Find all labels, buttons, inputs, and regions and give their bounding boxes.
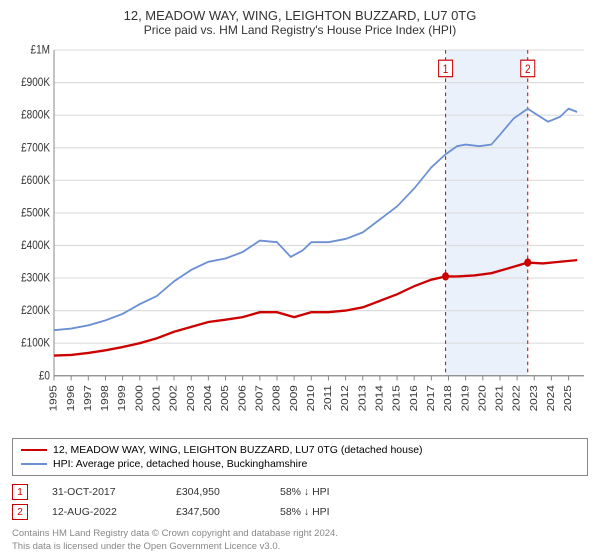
x-tick-label: 2017	[426, 385, 437, 411]
chart-plot-area: £0 £100K £200K £300K £400K £500K £600K £700K £80…	[12, 43, 588, 432]
x-tick-label: 2003	[186, 385, 197, 411]
x-tick-label: 1997	[83, 385, 94, 411]
marker-row: 2 12-AUG-2022 £347,500 58% ↓ HPI	[12, 502, 588, 522]
y-tick-label: £800K	[21, 109, 51, 122]
marker-row-badge: 2	[12, 504, 28, 520]
marker-badge-text: 2	[525, 63, 531, 76]
x-tick-label: 2020	[477, 385, 488, 411]
x-tick-label: 2016	[409, 385, 420, 411]
x-tick-label: 2001	[151, 385, 162, 411]
x-tick-label: 2000	[134, 385, 145, 411]
legend-row: 12, MEADOW WAY, WING, LEIGHTON BUZZARD, …	[21, 443, 579, 457]
marker-row: 1 31-OCT-2017 £304,950 58% ↓ HPI	[12, 482, 588, 502]
marker-table: 1 31-OCT-2017 £304,950 58% ↓ HPI 2 12-AUG-202…	[12, 482, 588, 522]
marker-badge-text: 1	[443, 63, 449, 76]
y-tick-label: £300K	[21, 272, 51, 285]
x-tick-label: 2006	[237, 385, 248, 411]
x-tick-label: 2008	[271, 385, 282, 411]
marker-row-price: £347,500	[176, 506, 256, 518]
x-tick-label: 2010	[306, 385, 317, 411]
x-tick-label: 1995	[48, 385, 59, 411]
y-tick-label: £600K	[21, 174, 51, 187]
x-tick-label: 2007	[254, 385, 265, 411]
y-tick-label: £200K	[21, 304, 51, 317]
x-tick-label: 2004	[203, 385, 214, 411]
x-tick-label: 2018	[443, 385, 454, 411]
x-tick-label: 2022	[512, 385, 523, 411]
x-tick-label: 2013	[357, 385, 368, 411]
legend-row: HPI: Average price, detached house, Buck…	[21, 457, 579, 471]
x-tick-label: 2019	[460, 385, 471, 411]
x-tick-label: 2014	[374, 385, 385, 411]
legend-label: 12, MEADOW WAY, WING, LEIGHTON BUZZARD, …	[53, 444, 423, 456]
marker-row-date: 12-AUG-2022	[52, 506, 152, 518]
x-tick-label: 2009	[289, 385, 300, 411]
x-tick-label: 2024	[546, 385, 557, 411]
x-tick-label: 2021	[494, 385, 505, 411]
footer-line1: Contains HM Land Registry data © Crown c…	[12, 528, 588, 541]
y-tick-label: £900K	[21, 76, 51, 89]
marker-row-delta: 58% ↓ HPI	[280, 506, 330, 518]
chart-svg: £0 £100K £200K £300K £400K £500K £600K £700K £80…	[12, 43, 588, 432]
x-tick-label: 2023	[529, 385, 540, 411]
y-tick-label: £400K	[21, 239, 51, 252]
x-tick-label: 1996	[66, 385, 77, 411]
chart-title: 12, MEADOW WAY, WING, LEIGHTON BUZZARD, …	[12, 8, 588, 23]
footer-line2: This data is licensed under the Open Gov…	[12, 541, 588, 554]
x-tick-label: 2025	[563, 385, 574, 411]
y-tick-label: £500K	[21, 207, 51, 220]
x-tick-label: 2012	[340, 385, 351, 411]
chart-subtitle: Price paid vs. HM Land Registry's House …	[12, 23, 588, 37]
x-tick-label: 2002	[168, 385, 179, 411]
y-tick-label: £1M	[31, 44, 50, 57]
x-tick-label: 2015	[391, 385, 402, 411]
x-tick-label: 1998	[100, 385, 111, 411]
footer: Contains HM Land Registry data © Crown c…	[12, 528, 588, 554]
legend-swatch	[21, 463, 47, 465]
legend: 12, MEADOW WAY, WING, LEIGHTON BUZZARD, …	[12, 438, 588, 476]
marker-row-badge: 1	[12, 484, 28, 500]
chart-container: 12, MEADOW WAY, WING, LEIGHTON BUZZARD, …	[0, 0, 600, 560]
y-tick-label: £700K	[21, 142, 51, 155]
y-tick-label: £0	[39, 370, 50, 383]
x-tick-label: 2005	[220, 385, 231, 411]
x-tick-label: 2011	[323, 385, 334, 410]
marker-row-delta: 58% ↓ HPI	[280, 486, 330, 498]
legend-swatch	[21, 449, 47, 451]
marker-row-date: 31-OCT-2017	[52, 486, 152, 498]
y-tick-label: £100K	[21, 337, 51, 350]
x-tick-label: 1999	[117, 385, 128, 411]
marker-row-price: £304,950	[176, 486, 256, 498]
legend-label: HPI: Average price, detached house, Buck…	[53, 458, 307, 470]
